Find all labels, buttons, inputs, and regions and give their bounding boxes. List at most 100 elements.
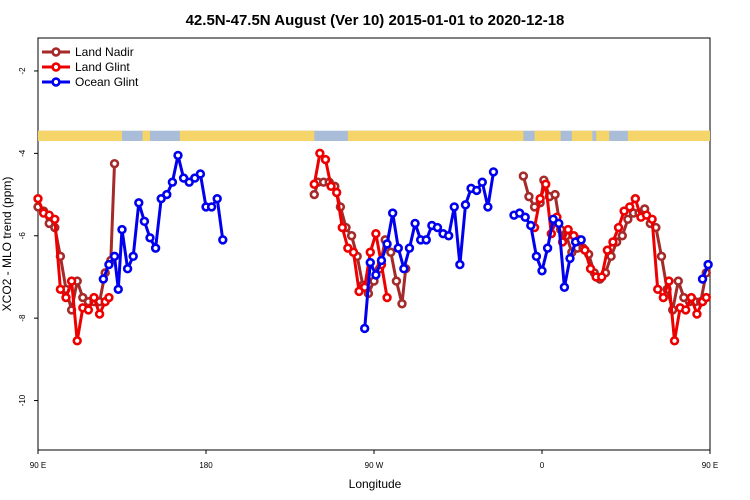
data-point [692,309,702,319]
x-tick-label: 90 W [365,461,384,470]
data-point [653,284,663,295]
data-point [397,299,407,309]
data-point [393,243,403,253]
land-segment [38,130,122,141]
data-point [162,189,172,200]
legend-item: Land Nadir [42,45,134,59]
series-line [101,153,225,291]
data-point [531,251,542,262]
data-point [623,214,633,224]
data-point [703,259,713,270]
data-point [387,208,398,218]
data-point [686,292,697,303]
y-tick-label: -10 [18,394,27,406]
data-point [134,198,144,208]
data-point [526,220,536,231]
legend-label: Land Glint [75,60,130,74]
land-ocean-bar [38,130,710,141]
data-point [647,214,657,224]
data-point [673,276,683,286]
data-point [541,179,551,189]
data-point [410,218,420,229]
legend-label: Ocean Glint [75,75,139,89]
data-point [483,202,493,212]
data-point [701,292,711,303]
data-point [630,193,641,204]
data-point [664,276,674,286]
legend-marker [51,77,61,87]
data-point [109,158,120,169]
data-point [167,177,178,187]
legend-label: Land Nadir [75,45,134,59]
data-point [656,251,667,262]
data-point [359,323,370,334]
data-point [320,154,331,165]
y-tick-label: -6 [18,232,27,240]
x-tick-label: 0 [540,461,545,470]
data-point [520,212,530,222]
data-point [94,309,105,319]
data-point [365,247,375,257]
data-point [104,259,114,270]
data-point [580,245,590,255]
series-line [363,171,495,329]
data-point [488,167,499,177]
data-point [212,193,222,204]
data-point [421,235,431,245]
data-point [608,237,618,247]
data-point [449,202,459,212]
data-point [376,255,387,266]
series-ocean-glint [98,150,713,334]
data-point [346,231,357,241]
y-tick-label: -4 [18,149,27,157]
data-point [83,305,94,315]
data-point [386,247,396,257]
data-point [309,179,319,189]
land-segment [534,130,561,141]
x-axis: 90 E 180 90 W 0 90 E [30,450,718,470]
data-point [382,292,392,303]
data-point [550,189,560,200]
y-axis: -2 -4 -6 -8 -10 [18,67,38,406]
series-layer [33,148,713,346]
data-point [597,272,607,282]
series-line [533,182,708,343]
land-segment [571,130,593,141]
chart-title: 42.5N-47.5N August (Ver 10) 2015-01-01 t… [186,12,565,29]
data-point [455,259,465,270]
data-point [206,202,217,212]
data-point [66,276,77,286]
data-point [218,235,228,245]
data-point [331,187,342,198]
legend-marker [51,47,61,57]
data-point [669,336,680,346]
data-point [585,264,596,274]
land-segment [142,130,150,141]
data-point [391,276,402,286]
data-point [337,222,347,233]
data-point [195,169,206,179]
data-point [554,218,564,229]
legend-marker [51,62,61,72]
x-tick-label: 90 E [702,461,718,470]
data-point [326,181,336,192]
data-point [33,193,43,204]
land-segment [596,130,610,141]
data-point [173,150,183,161]
data-point [348,247,359,257]
data-point [98,274,109,284]
data-point [658,292,669,303]
data-point [382,239,392,249]
data-point [150,243,161,253]
y-tick-label: -2 [18,67,27,75]
data-point [309,189,319,200]
data-point [61,292,71,303]
data-point [460,200,471,210]
data-point [563,224,573,235]
data-point [315,148,325,159]
data-point [697,274,708,284]
x-tick-label: 180 [199,461,213,470]
data-point [128,251,138,262]
data-point [535,193,545,204]
